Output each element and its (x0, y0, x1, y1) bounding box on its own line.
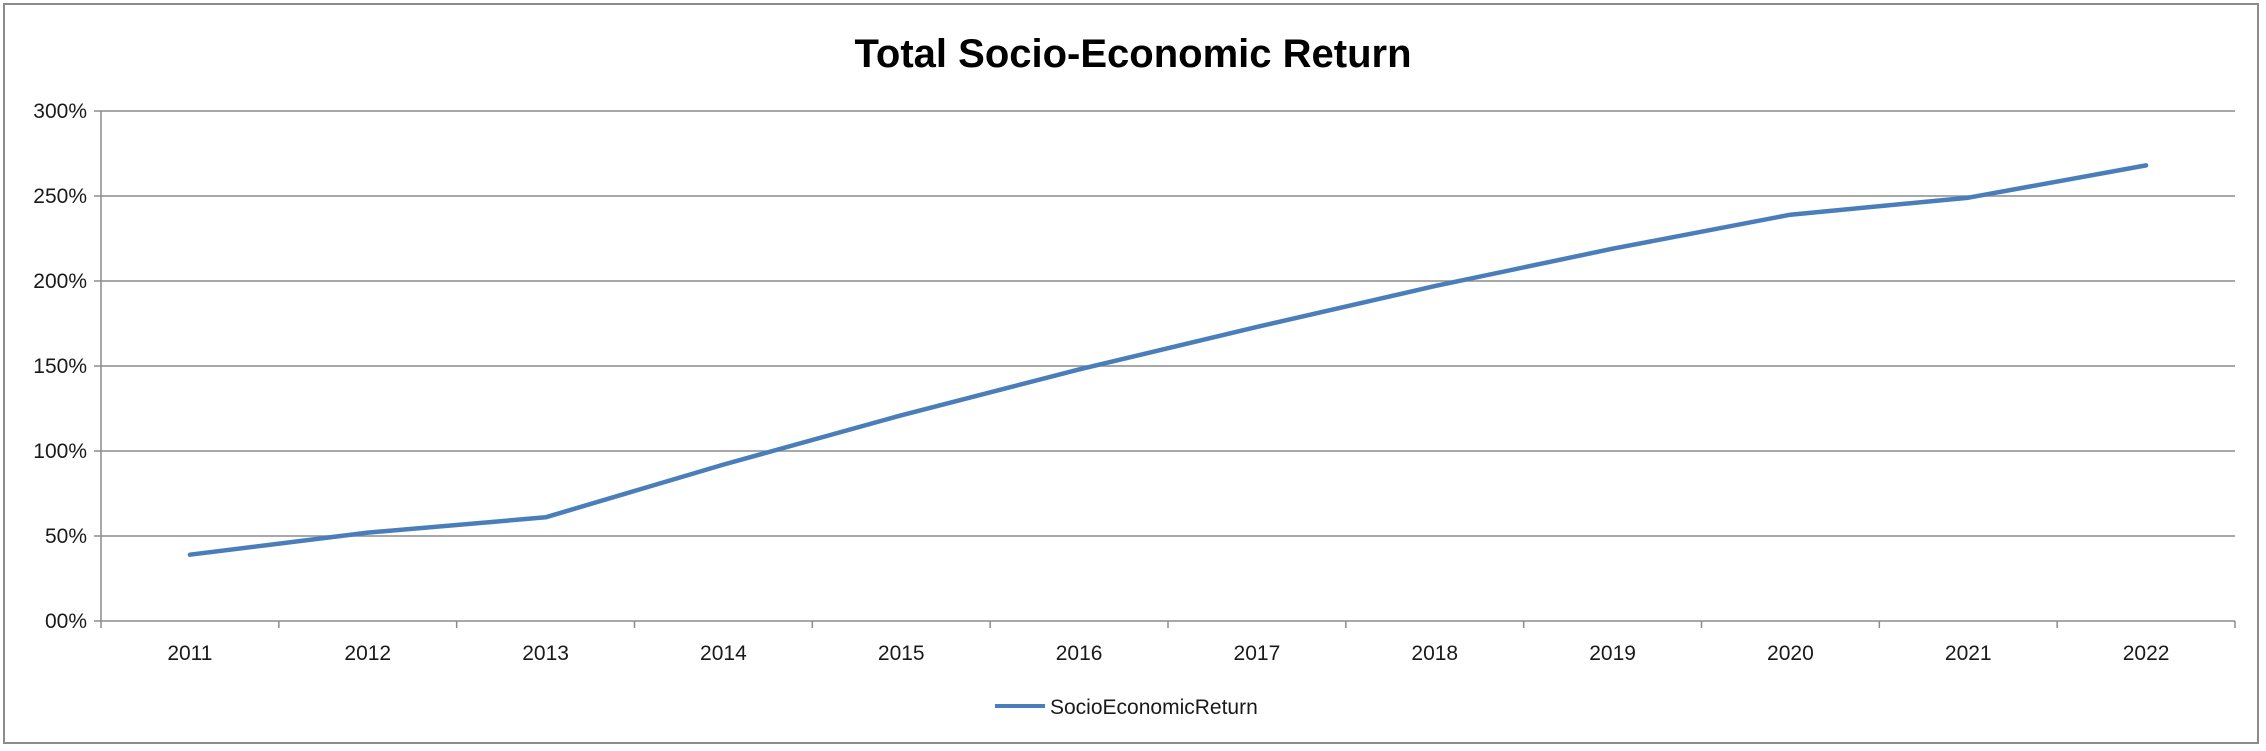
y-axis-ticks: 00% 50% 100% 150% 200% 250% 300% (33, 100, 101, 633)
y-tick-label: 150% (33, 355, 87, 378)
series-line-socioeconomicreturn (187, 163, 2149, 557)
x-tick-label: 2015 (878, 642, 925, 665)
y-tick-label: 250% (33, 185, 87, 208)
x-axis-ticks: 2011 2012 2013 2014 2015 2016 2017 2018 2019 2020… (100, 621, 2236, 665)
x-tick-label: 2018 (1411, 642, 1458, 665)
x-tick-label: 2014 (700, 642, 747, 665)
series-group (187, 163, 2149, 557)
x-tick-label: 2012 (344, 642, 391, 665)
y-tick-label: 100% (33, 440, 87, 463)
x-tick-label: 2017 (1234, 642, 1281, 665)
x-tick-label: 2016 (1056, 642, 1103, 665)
x-tick-label: 2020 (1767, 642, 1814, 665)
x-tick-label: 2013 (522, 642, 569, 665)
x-tick-label: 2019 (1589, 642, 1636, 665)
x-tick-label: 2011 (167, 642, 212, 665)
x-tick-label: 2021 (1945, 642, 1992, 665)
legend-label-socioeconomicreturn: SocioEconomicReturn (1050, 696, 1258, 719)
gridlines (101, 110, 2235, 537)
chart-title: Total Socio-Economic Return (854, 32, 1411, 76)
legend: SocioEconomicReturn (995, 696, 1258, 719)
y-tick-label: 00% (45, 610, 87, 633)
y-tick-label: 50% (45, 525, 87, 548)
x-tick-label: 2022 (2123, 642, 2170, 665)
y-tick-label: 300% (33, 100, 87, 123)
y-tick-label: 200% (33, 270, 87, 293)
